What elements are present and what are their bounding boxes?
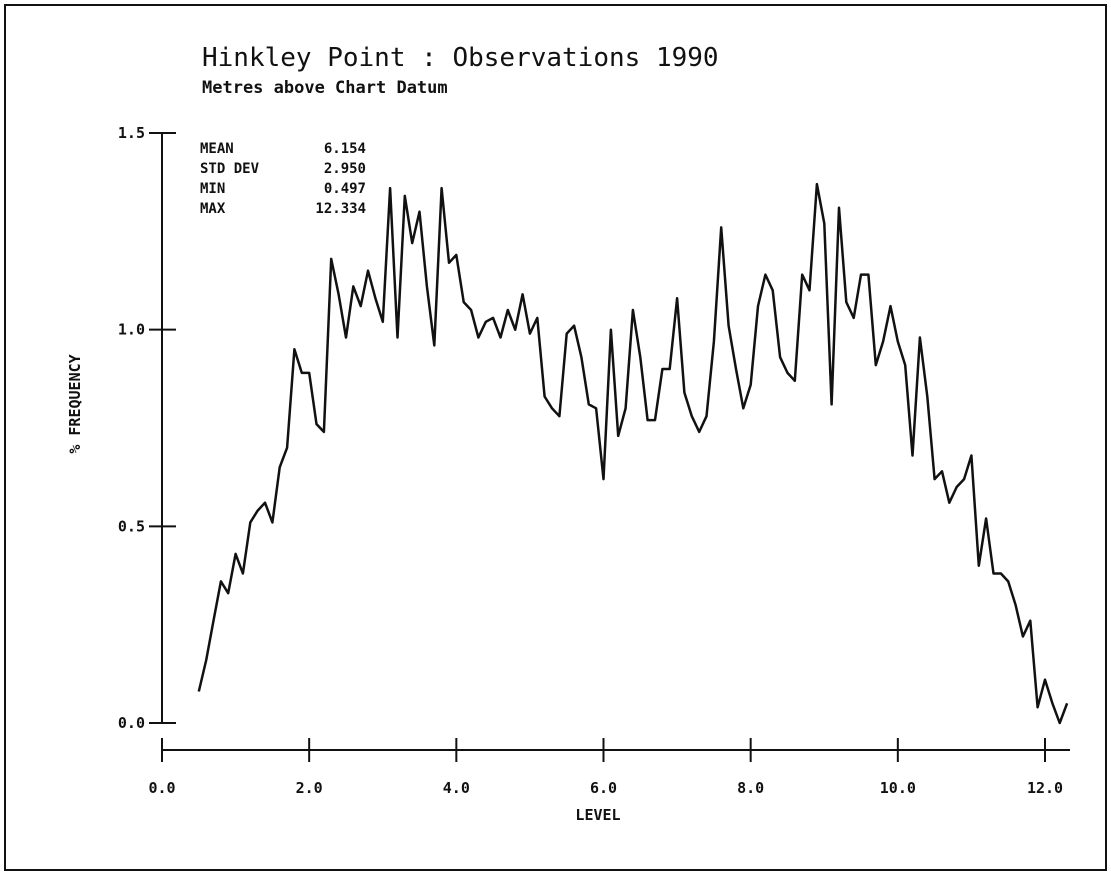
stat-label: MIN xyxy=(200,181,225,197)
y-tick-label: 0.0 xyxy=(118,714,145,732)
stats-block: MEAN 6.154 STD DEV 2.950 MIN 0.497 MAX 12.334 xyxy=(200,141,366,217)
stat-label: MAX xyxy=(200,201,226,217)
y-tick-label: 0.5 xyxy=(118,517,145,535)
y-tick-label: 1.5 xyxy=(118,124,145,142)
y-tick-label: 1.0 xyxy=(118,321,145,339)
stat-label: MEAN xyxy=(200,141,234,157)
x-tick-label: 0.0 xyxy=(148,779,175,797)
stat-value: 2.950 xyxy=(324,161,366,177)
stat-value: 12.334 xyxy=(315,201,366,217)
x-axis: 0.0 2.0 4.0 6.0 8.0 10.0 12.0 xyxy=(148,738,1070,797)
y-axis: 0.0 0.5 1.0 1.5 xyxy=(118,124,176,732)
y-axis-label: % FREQUENCY xyxy=(66,354,84,453)
x-tick-label: 2.0 xyxy=(296,779,323,797)
stat-value: 6.154 xyxy=(324,141,366,157)
x-tick-label: 4.0 xyxy=(443,779,470,797)
x-tick-label: 8.0 xyxy=(737,779,764,797)
frequency-line xyxy=(197,182,1069,725)
stat-label: STD DEV xyxy=(200,161,260,177)
chart-title: Hinkley Point : Observations 1990 xyxy=(202,43,719,73)
x-tick-label: 6.0 xyxy=(590,779,617,797)
stat-value: 0.497 xyxy=(324,181,366,197)
chart-subtitle: Metres above Chart Datum xyxy=(202,78,448,98)
x-axis-label: LEVEL xyxy=(575,806,620,824)
x-tick-label: 10.0 xyxy=(880,779,916,797)
chart-border xyxy=(4,4,1107,871)
x-tick-label: 12.0 xyxy=(1027,779,1063,797)
